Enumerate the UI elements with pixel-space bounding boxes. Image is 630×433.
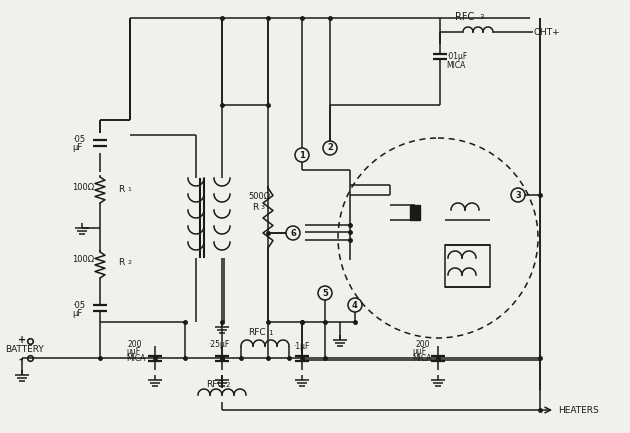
Text: μF: μF — [72, 143, 83, 152]
Text: 2: 2 — [127, 260, 131, 265]
Text: -: - — [18, 355, 23, 365]
Bar — [410, 205, 420, 220]
Text: 5: 5 — [322, 288, 328, 297]
Text: ·25μF: ·25μF — [208, 340, 229, 349]
Text: 100Ω: 100Ω — [72, 183, 94, 192]
Text: R: R — [118, 258, 124, 267]
Text: BATTERY: BATTERY — [5, 345, 43, 354]
Text: 3: 3 — [261, 205, 265, 210]
Text: RFC: RFC — [248, 328, 266, 337]
Text: OHT+: OHT+ — [533, 28, 559, 37]
Text: MICA: MICA — [412, 354, 432, 363]
Text: μμF: μμF — [126, 347, 140, 356]
Text: +: + — [18, 335, 26, 345]
Bar — [445, 245, 490, 287]
Text: MICA: MICA — [446, 61, 466, 70]
Text: 100Ω: 100Ω — [72, 255, 94, 264]
Circle shape — [286, 226, 300, 240]
Text: 6: 6 — [290, 229, 296, 237]
Text: 4: 4 — [352, 301, 358, 310]
Text: HEATERS: HEATERS — [558, 406, 598, 415]
Circle shape — [295, 148, 309, 162]
Text: 3: 3 — [479, 14, 483, 20]
Text: 1: 1 — [299, 151, 305, 159]
Text: ·1μF: ·1μF — [293, 342, 309, 351]
Circle shape — [318, 286, 332, 300]
Text: 3: 3 — [515, 191, 521, 200]
Circle shape — [348, 298, 362, 312]
Circle shape — [323, 141, 337, 155]
Text: RFC: RFC — [206, 380, 224, 389]
Text: 200: 200 — [128, 340, 142, 349]
Text: 1: 1 — [268, 330, 273, 336]
Text: 2: 2 — [327, 143, 333, 152]
Text: ·01μF: ·01μF — [446, 52, 467, 61]
Text: MICA: MICA — [126, 354, 146, 363]
Text: R: R — [252, 203, 258, 212]
Text: ·05: ·05 — [72, 135, 85, 144]
Text: 1: 1 — [127, 187, 131, 192]
Text: 500Ω: 500Ω — [248, 192, 270, 201]
Text: RFC: RFC — [455, 12, 474, 22]
Text: R: R — [118, 185, 124, 194]
Text: 200: 200 — [415, 340, 430, 349]
Text: 2: 2 — [226, 382, 231, 388]
Circle shape — [511, 188, 525, 202]
Text: μμF: μμF — [412, 347, 426, 356]
Text: μF: μF — [72, 309, 83, 318]
Text: ·05: ·05 — [72, 301, 85, 310]
